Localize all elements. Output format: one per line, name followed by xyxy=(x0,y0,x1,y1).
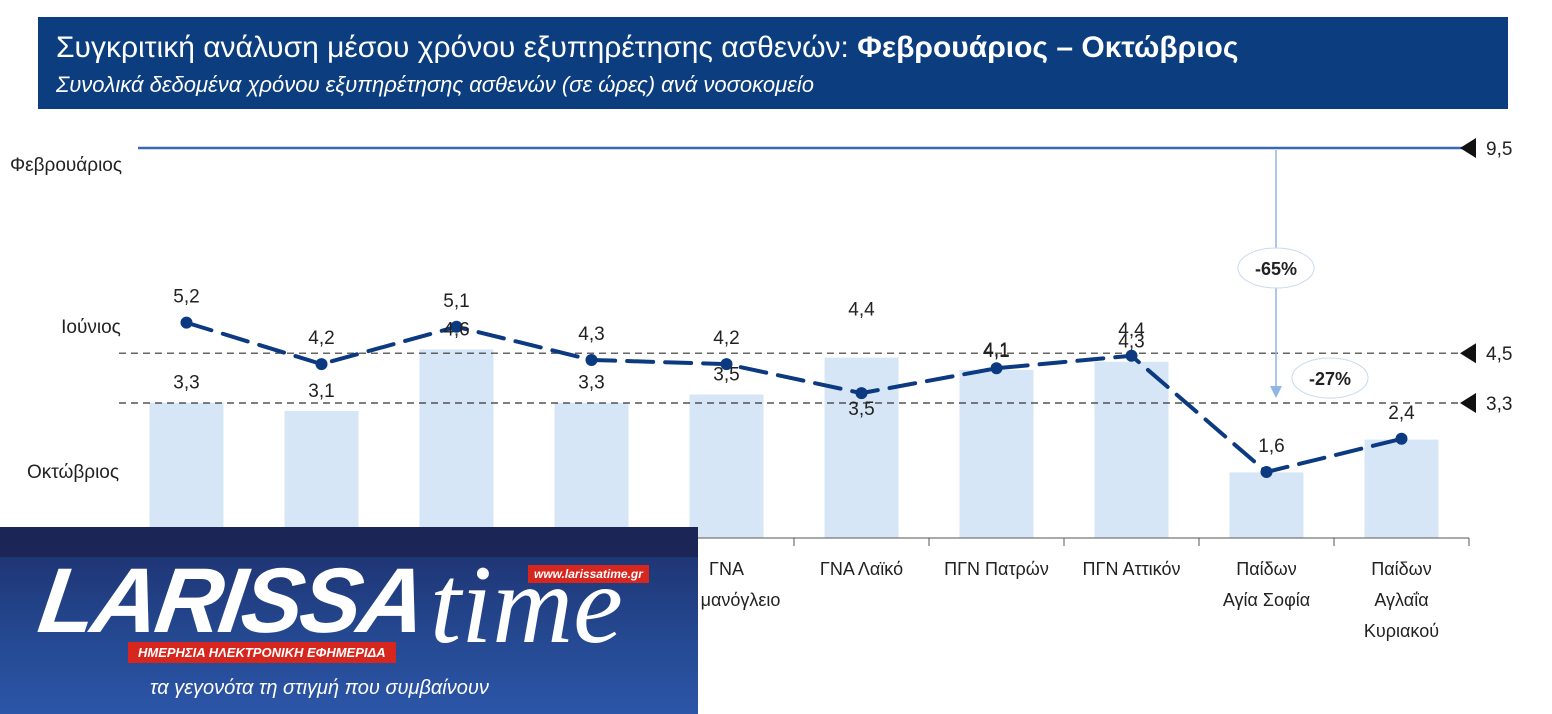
bar-4 xyxy=(689,394,764,538)
line-value-label-4: 4,2 xyxy=(713,328,739,349)
larissatime-logo: LARISSA time www.larissatime.gr ΗΜΕΡΗΣΙΑ… xyxy=(0,527,698,714)
category-label: ΠΓΝ Αττικόν xyxy=(1083,559,1181,579)
category-label: ΓΝΑ xyxy=(709,559,744,579)
chart-title-prefix: Συγκριτική ανάλυση μέσου χρόνου εξυπηρέτ… xyxy=(56,31,849,64)
bar-value-label-7: 4,3 xyxy=(1118,332,1144,353)
bar-value-label-1: 3,1 xyxy=(308,381,334,402)
bar-9 xyxy=(1364,439,1439,538)
line-point-3 xyxy=(585,353,598,366)
annotation-bubble-0 xyxy=(1237,247,1315,289)
reference-lines-group: 9,5 4,5 3,3 Φεβρουάριος Ιούνιος Οκτώβριος xyxy=(10,138,1512,483)
line-value-label-9: 2,4 xyxy=(1388,403,1415,424)
bar-0 xyxy=(149,402,224,538)
line-value-label-5: 3,5 xyxy=(848,399,874,420)
line-point-0 xyxy=(180,316,193,329)
bar-2 xyxy=(419,349,494,538)
line-value-label-3: 4,3 xyxy=(578,324,604,345)
x-axis-group: ΓΝΑ μανόγλειο ΓΝΑ Λαϊκό ΠΓΝ Πατρών ΠΓΝ Αττικ… xyxy=(118,537,1470,641)
annotation-label-1: -27% xyxy=(1309,369,1351,389)
line-value-label-2: 5,1 xyxy=(443,291,469,312)
chart-subtitle: Συνολικά δεδομένα χρόνου εξυπηρέτησης ασ… xyxy=(56,72,814,97)
annotations-group: -65% -27% xyxy=(1237,150,1369,399)
line-value-label-0: 5,2 xyxy=(173,287,199,308)
line-value-label-8: 1,6 xyxy=(1258,436,1284,457)
bars-group xyxy=(149,349,1439,538)
category-label: μανόγλειο xyxy=(701,590,781,610)
line-value-label-6: 4,1 xyxy=(983,341,1009,362)
category-label: Παίδων xyxy=(1371,559,1431,579)
reference-marker-2 xyxy=(1460,393,1476,413)
line-point-9 xyxy=(1395,432,1408,445)
data-labels-group: 3,3 3,1 4,6 3,3 3,5 4,4 4,1 4,3 5,2 4,2 5,1 4,3 4,2 3… xyxy=(173,287,1415,457)
reference-marker-1 xyxy=(1460,343,1476,364)
line-series-group xyxy=(180,316,1408,478)
reference-value-label-1: 4,5 xyxy=(1486,344,1512,365)
category-label: Κυριακού xyxy=(1364,621,1439,641)
bar-3 xyxy=(554,402,629,538)
reference-value-label-2: 3,3 xyxy=(1486,394,1512,415)
bar-value-label-2: 4,6 xyxy=(443,319,469,340)
bar-8 xyxy=(1229,472,1304,538)
line-point-1 xyxy=(315,358,328,371)
row-label-2: Οκτώβριος xyxy=(27,462,119,483)
chart-title-bold: Φεβρουάριος – Οκτώβριος xyxy=(857,31,1239,64)
line-point-4 xyxy=(720,358,733,371)
bar-value-label-3: 3,3 xyxy=(578,373,604,394)
line-series xyxy=(184,320,1404,475)
row-label-0: Φεβρουάριος xyxy=(10,155,122,176)
bar-1 xyxy=(284,410,359,538)
reference-marker-0 xyxy=(1460,138,1476,158)
line-point-8 xyxy=(1260,466,1273,478)
line-value-label-7: 4,4 xyxy=(1118,320,1145,341)
row-label-1: Ιούνιος xyxy=(61,317,121,338)
category-label: Αγία Σοφία xyxy=(1223,590,1310,610)
category-label: ΠΓΝ Πατρών xyxy=(944,559,1049,579)
chart-header: Συγκριτική ανάλυση μέσου χρόνου εξυπηρέτ… xyxy=(38,17,1508,109)
arrow-head xyxy=(1270,386,1282,398)
logo-band: ΗΜΕΡΗΣΙΑ ΗΛΕΚΤΡΟΝΙΚΗ ΕΦΗΜΕΡΙΔΑ xyxy=(128,642,396,663)
category-label: Αγλαΐα xyxy=(1374,590,1428,610)
line-value-label-1: 4,2 xyxy=(308,328,334,349)
line-point-6 xyxy=(990,362,1003,375)
bar-value-label-5: 4,4 xyxy=(848,300,875,321)
logo-slogan: τα γεγονότα τη στιγμή που συμβαίνουν xyxy=(150,677,489,699)
chart-title: Συγκριτική ανάλυση μέσου χρόνου εξυπηρέτ… xyxy=(56,31,1238,65)
bar-value-label-0: 3,3 xyxy=(173,373,199,394)
annotation-label-0: -65% xyxy=(1255,259,1297,279)
logo-url: www.larissatime.gr xyxy=(528,565,649,583)
bar-7 xyxy=(1094,361,1169,538)
bar-6 xyxy=(959,369,1034,538)
logo-top-strip xyxy=(0,527,698,557)
reference-value-label-0: 9,5 xyxy=(1486,139,1512,160)
bar-value-label-6: 4,1 xyxy=(983,340,1009,361)
line-point-5 xyxy=(855,387,868,400)
line-point-7 xyxy=(1125,349,1138,362)
bar-value-label-4: 3,5 xyxy=(713,365,739,386)
category-label: ΓΝΑ Λαϊκό xyxy=(820,559,903,579)
logo-brand-tail: time xyxy=(430,543,623,667)
logo-brand: LARISSA xyxy=(32,550,431,652)
annotation-bubble-1 xyxy=(1291,357,1369,399)
line-point-2 xyxy=(450,320,463,333)
category-label: Παίδων xyxy=(1236,559,1296,579)
bar-5 xyxy=(824,357,899,538)
